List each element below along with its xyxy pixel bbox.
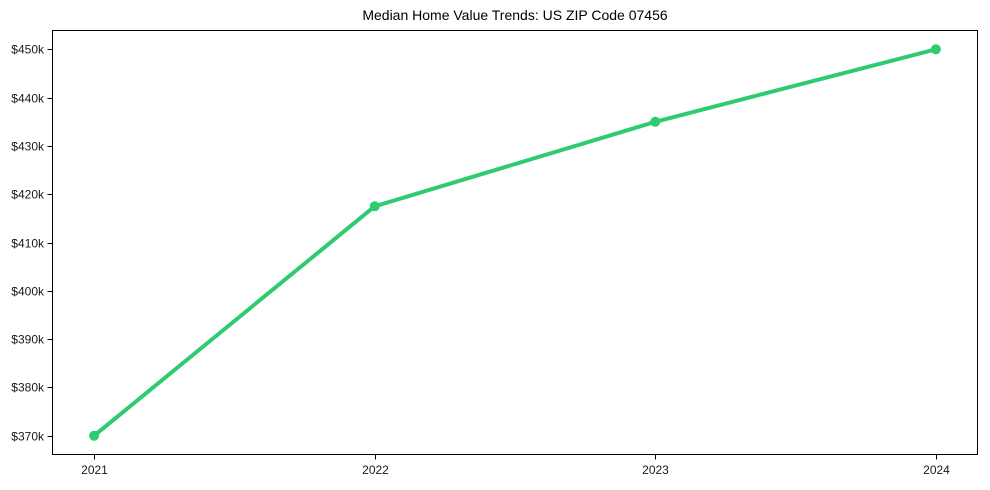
y-tick-label: $430k <box>11 140 45 154</box>
y-tick-label: $370k <box>11 430 45 444</box>
x-tick-label: 2023 <box>642 463 669 477</box>
data-point-marker <box>89 430 100 441</box>
y-tick-label: $390k <box>11 333 45 347</box>
y-tick-label: $400k <box>11 285 45 299</box>
chart-title: Median Home Value Trends: US ZIP Code 07… <box>362 7 668 23</box>
data-point-marker <box>650 116 661 127</box>
y-tick-label: $410k <box>11 237 45 251</box>
data-point-marker <box>369 201 380 212</box>
x-tick-label: 2022 <box>362 463 389 477</box>
data-point-marker <box>930 44 941 55</box>
y-tick-label: $420k <box>11 188 45 202</box>
y-tick-label: $440k <box>11 92 45 106</box>
x-tick-label: 2024 <box>923 463 950 477</box>
plot-frame <box>52 30 978 455</box>
y-tick-label: $450k <box>11 43 45 57</box>
trend-line <box>92 47 938 438</box>
y-tick-label: $380k <box>11 381 45 395</box>
x-tick-label: 2021 <box>81 463 108 477</box>
